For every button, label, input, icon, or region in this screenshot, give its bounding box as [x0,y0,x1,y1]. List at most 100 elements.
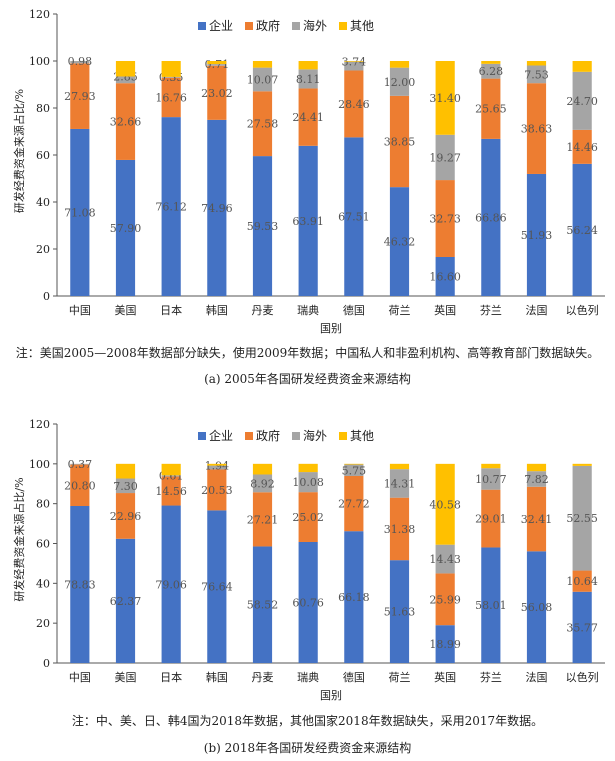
bar-政府-德国 [344,70,364,138]
data-label: 71.08 [64,206,96,219]
data-label: 24.41 [292,111,324,124]
y-tick-label: 120 [29,8,50,21]
data-label: 29.01 [475,513,507,526]
data-label: 76.12 [155,201,187,214]
x-tick-label: 英国 [434,670,456,684]
legend-swatch-其他 [339,22,347,30]
x-tick-label: 芬兰 [480,671,502,684]
bar-政府-日本 [161,476,181,506]
bar-海外-韩国 [207,64,227,66]
data-label: 8.92 [250,477,275,490]
x-tick-label: 以色列 [566,670,599,684]
data-label: 0.37 [68,458,93,471]
bar-海外-日本 [161,475,181,477]
bar-海外-英国 [435,134,455,181]
bar-海外-瑞典 [298,69,318,89]
data-label: 32.66 [110,116,142,129]
y-tick-label: 60 [36,149,50,162]
data-label: 18.99 [429,638,461,651]
data-label: 7.53 [524,68,549,81]
data-label: 5.75 [342,464,367,477]
data-label: 10.08 [292,476,324,489]
bar-企业-美国 [115,159,136,296]
bar-企业-荷兰 [389,187,410,296]
legend-label: 企业 [209,428,233,443]
bar-其他-日本 [161,463,181,476]
x-tick-label: 荷兰 [389,304,411,317]
y-tick-label: 100 [29,55,50,68]
bar-其他-丹麦 [252,463,273,475]
data-label: 66.18 [338,591,370,604]
bar-其他-芬兰 [481,463,501,469]
data-label: 6.28 [479,65,504,78]
legend-swatch-海外 [292,432,300,440]
legend-swatch-企业 [198,22,206,30]
x-tick-label: 中国 [69,671,91,684]
bar-政府-丹麦 [252,492,273,547]
data-label: 0.71 [205,58,230,71]
y-tick-label: 0 [43,657,50,670]
bar-海外-中国 [70,463,90,465]
legend-label: 其他 [350,429,374,443]
x-tick-label: 法国 [526,670,548,684]
data-label: 20.53 [201,484,233,497]
data-label: 57.90 [110,222,142,235]
data-label: 16.60 [429,270,461,283]
y-tick-label: 80 [36,102,50,115]
y-axis-title: 研发经费资金来源占比/% [12,477,26,601]
y-tick-label: 40 [36,577,50,590]
legend-label: 其他 [350,19,374,33]
bar-海外-荷兰 [389,67,410,96]
x-tick-label: 中国 [69,304,91,317]
bar-企业-德国 [344,137,364,296]
bar-政府-英国 [435,180,455,257]
x-tick-label: 荷兰 [389,671,411,684]
bar-企业-瑞典 [298,145,318,296]
bar-其他-英国 [435,61,455,135]
data-label: 58.52 [247,599,279,612]
bar-其他-韩国 [207,463,227,466]
x-tick-label: 美国 [115,304,137,317]
legend-label: 海外 [303,428,327,443]
data-label: 78.83 [64,578,96,591]
bar-企业-以色列 [572,591,592,663]
bar-海外-以色列 [572,465,592,571]
bar-政府-法国 [526,83,547,174]
x-tick-label: 瑞典 [297,303,319,317]
bar-企业-韩国 [207,510,227,663]
bar-其他-以色列 [572,463,592,466]
data-label: 16.76 [155,91,187,104]
bar-企业-英国 [435,625,455,663]
bar-政府-荷兰 [389,497,410,561]
bar-政府-以色列 [572,570,592,592]
bar-企业-以色列 [572,163,592,296]
bar-政府-日本 [161,77,181,118]
chart-panel-2005: 0 20 40 60 80 100 120 研发经费资金来源占比/% 71.08 27.93 0.9… [12,8,605,386]
data-label: 27.21 [247,513,279,526]
bar-海外-法国 [526,471,547,487]
bar-其他-荷兰 [389,463,410,470]
data-label: 1.94 [205,460,230,473]
legend-label: 政府 [256,428,280,443]
data-label: 14.56 [155,485,187,498]
data-label: 40.58 [429,498,461,511]
data-label: 0.98 [68,55,93,68]
data-label: 51.93 [521,229,553,242]
data-label: 10.07 [247,73,279,86]
data-label: 31.38 [384,523,416,536]
bar-海外-中国 [70,61,90,64]
bar-其他-德国 [344,61,364,62]
bar-政府-英国 [435,573,455,626]
bar-政府-德国 [344,475,364,532]
bar-政府-美国 [115,493,136,539]
bar-企业-荷兰 [389,560,410,663]
bar-海外-德国 [344,464,364,476]
chart-note-2005: 注：美国2005—2008年数据部分缺失，使用2009年数据；中国私人和非盈利机… [15,346,600,360]
bar-海外-以色列 [572,71,592,130]
bar-政府-韩国 [207,469,227,511]
data-label: 25.02 [292,511,324,524]
bar-企业-芬兰 [481,547,501,663]
data-label: 67.51 [338,211,370,224]
bar-海外-美国 [115,478,136,494]
chart-caption-2018: (b) 2018年各国研发经费资金来源结构 [203,741,412,755]
